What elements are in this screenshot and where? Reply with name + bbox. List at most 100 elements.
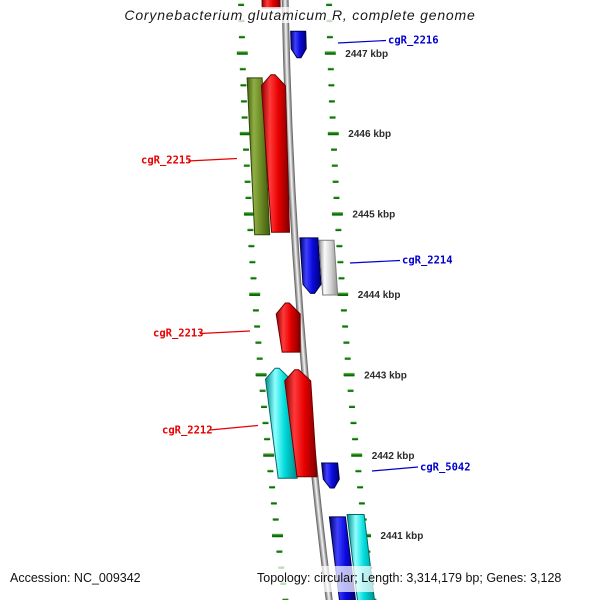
axis-tick-major bbox=[239, 131, 251, 136]
kbp-scale-label: 2441 kbp bbox=[381, 531, 424, 542]
gene-arrow-cgR_2212[interactable] bbox=[284, 369, 318, 478]
genome-axis bbox=[282, 0, 332, 600]
axis-tick-minor bbox=[259, 389, 266, 392]
gene-arrow-cgR_2215[interactable] bbox=[260, 74, 291, 233]
axis-tick-minor bbox=[238, 3, 245, 6]
axis-tick-minor bbox=[327, 67, 334, 71]
axis-tick-minor bbox=[332, 180, 339, 183]
genome-axis bbox=[284, 0, 330, 600]
axis-tick-minor bbox=[264, 437, 271, 441]
axis-tick-minor bbox=[347, 389, 354, 392]
axis-tick-minor bbox=[344, 357, 351, 360]
axis-tick-minor bbox=[357, 485, 364, 489]
gene-label-cgR_2214[interactable]: cgR_2214 bbox=[402, 255, 453, 267]
gene-arrow-cgR_2216[interactable] bbox=[290, 30, 307, 59]
axis-tick-minor bbox=[350, 421, 357, 425]
axis-tick-minor bbox=[337, 260, 344, 264]
gene-label-cgR_5042[interactable]: cgR_5042 bbox=[420, 462, 471, 474]
axis-tick-minor bbox=[340, 309, 347, 312]
gene-label-line-cgR_2214 bbox=[349, 259, 401, 264]
axis-tick-minor bbox=[240, 100, 247, 103]
axis-tick-minor bbox=[331, 164, 338, 167]
axis-tick-minor bbox=[238, 35, 245, 39]
gene-label-line-cgR_2215 bbox=[187, 157, 238, 162]
axis-tick-major bbox=[255, 372, 267, 377]
gene-label-line-cgR_2213 bbox=[199, 330, 251, 335]
gene-arrow-gene-unlabeled-olive[interactable] bbox=[246, 77, 271, 236]
axis-tick-minor bbox=[249, 260, 256, 264]
axis-tick-minor bbox=[342, 325, 349, 328]
kbp-scale-label: 2447 kbp bbox=[345, 49, 388, 60]
axis-tick-minor bbox=[243, 148, 249, 151]
axis-tick-minor bbox=[239, 67, 246, 71]
gene-label-cgR_2216[interactable]: cgR_2216 bbox=[388, 35, 439, 47]
axis-tick-minor bbox=[245, 196, 252, 199]
axis-tick-major bbox=[343, 372, 355, 377]
axis-tick-major bbox=[331, 212, 343, 216]
genome-axis bbox=[283, 0, 331, 600]
axis-tick-minor bbox=[250, 276, 257, 280]
axis-tick-minor bbox=[326, 35, 333, 39]
kbp-scale-label: 2443 kbp bbox=[364, 370, 407, 381]
axis-tick-minor bbox=[270, 502, 277, 505]
axis-tick-minor bbox=[267, 469, 274, 473]
gene-label-cgR_2215[interactable]: cgR_2215 bbox=[141, 155, 192, 167]
gene-arrow-gene-unlabeled-silver[interactable] bbox=[318, 239, 339, 296]
gene-arrow-cgR_5042[interactable] bbox=[321, 462, 340, 489]
axis-tick-major bbox=[243, 212, 255, 216]
axis-tick-minor bbox=[243, 164, 250, 167]
axis-tick-minor bbox=[328, 100, 335, 103]
kbp-scale-label: 2446 kbp bbox=[348, 129, 391, 140]
axis-tick-minor bbox=[269, 485, 276, 489]
gene-arrow-cgR_2213[interactable] bbox=[275, 302, 301, 353]
axis-tick-minor bbox=[240, 83, 247, 87]
axis-tick-minor bbox=[248, 244, 255, 248]
axis-tick-minor bbox=[343, 341, 350, 344]
axis-tick-minor bbox=[241, 116, 248, 119]
gene-label-line-cgR_5042 bbox=[371, 466, 419, 472]
page-title: Corynebacterium glutamicum R, complete g… bbox=[119, 7, 481, 23]
axis-tick-minor bbox=[252, 309, 259, 312]
axis-tick-minor bbox=[255, 341, 262, 344]
axis-tick-minor bbox=[349, 405, 355, 408]
gene-label-cgR_2213[interactable]: cgR_2213 bbox=[153, 328, 204, 340]
axis-tick-major bbox=[351, 453, 363, 457]
genome-axis bbox=[281, 0, 333, 600]
accession-text: Accession: NC_009342 bbox=[10, 571, 141, 585]
axis-tick-minor bbox=[358, 502, 365, 505]
axis-tick-minor bbox=[276, 550, 283, 553]
axis-tick-minor bbox=[328, 83, 335, 87]
axis-tick-minor bbox=[254, 325, 261, 328]
axis-tick-major bbox=[327, 131, 339, 136]
gene-label-line-cgR_2212 bbox=[209, 424, 259, 431]
axis-tick-major bbox=[324, 51, 336, 55]
axis-tick-minor bbox=[256, 357, 263, 360]
axis-tick-major bbox=[249, 292, 261, 296]
footer-background-band bbox=[0, 566, 600, 592]
axis-tick-minor bbox=[261, 405, 267, 408]
gene-arrow-cgR_2214[interactable] bbox=[299, 237, 322, 294]
kbp-scale-label: 2442 kbp bbox=[372, 451, 415, 462]
axis-tick-minor bbox=[247, 228, 254, 232]
axis-tick-minor bbox=[336, 244, 343, 248]
axis-tick-minor bbox=[355, 469, 362, 473]
gene-label-line-cgR_2216 bbox=[337, 39, 387, 44]
kbp-scale-label: 2445 kbp bbox=[352, 210, 395, 221]
axis-tick-minor bbox=[331, 148, 337, 151]
axis-tick-minor bbox=[338, 276, 345, 280]
axis-tick-major bbox=[337, 292, 349, 296]
gene-label-cgR_2212[interactable]: cgR_2212 bbox=[162, 425, 213, 437]
axis-tick-minor bbox=[329, 116, 336, 119]
axis-tick-minor bbox=[244, 180, 251, 183]
axis-tick-minor bbox=[333, 196, 340, 199]
axis-tick-minor bbox=[352, 437, 359, 441]
axis-tick-major bbox=[272, 533, 283, 538]
axis-tick-major bbox=[236, 51, 248, 55]
topology-text: Topology: circular; Length: 3,314,179 bp… bbox=[257, 571, 562, 585]
axis-tick-minor bbox=[335, 228, 342, 232]
axis-tick-minor bbox=[326, 3, 333, 6]
kbp-scale-label: 2444 kbp bbox=[358, 290, 401, 301]
axis-tick-minor bbox=[262, 421, 269, 425]
